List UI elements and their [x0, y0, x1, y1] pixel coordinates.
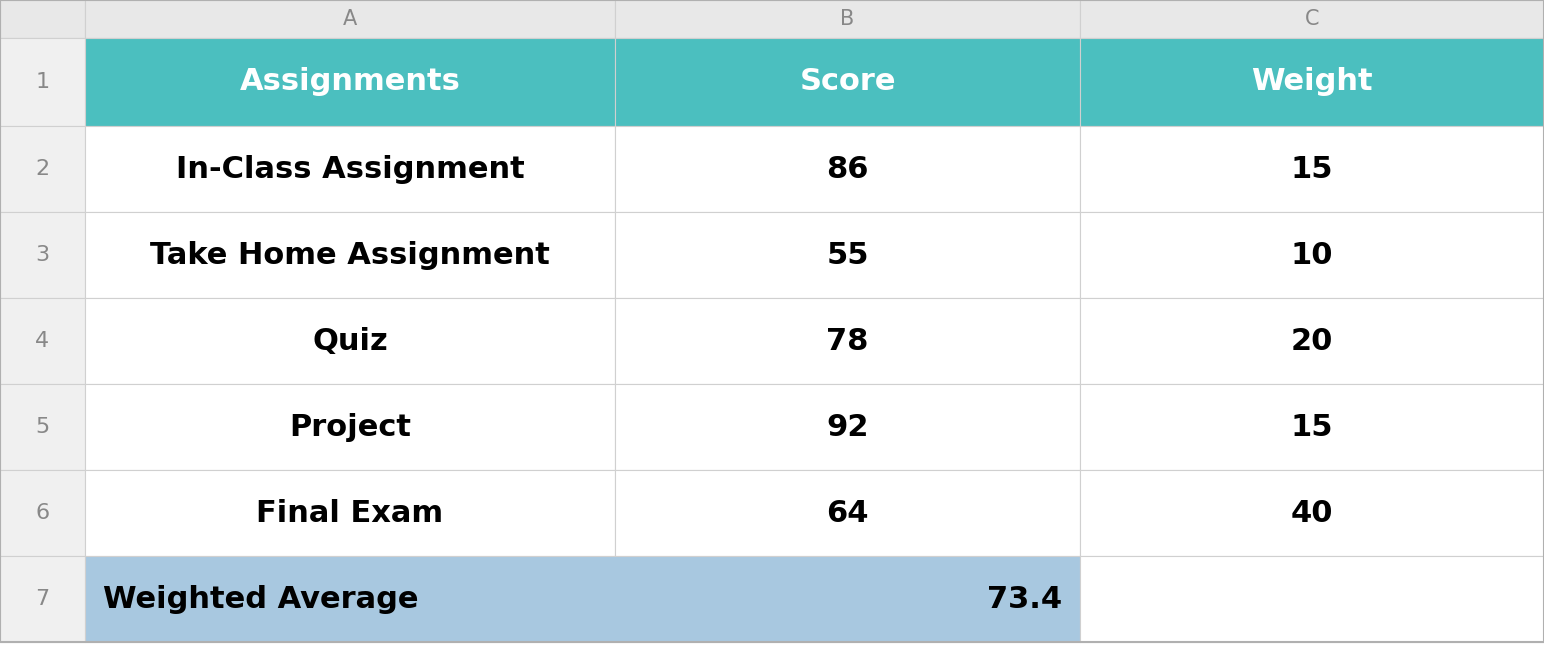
- Bar: [1079, 556, 1544, 642]
- Bar: [0, 0, 85, 38]
- Bar: [85, 556, 1079, 642]
- Bar: [85, 0, 615, 38]
- Text: B: B: [840, 9, 855, 29]
- Text: Final Exam: Final Exam: [256, 499, 443, 527]
- Text: 7: 7: [36, 589, 49, 609]
- Bar: [0, 556, 85, 642]
- Text: 20: 20: [1291, 327, 1332, 355]
- Bar: [1079, 298, 1544, 384]
- Text: A: A: [343, 9, 357, 29]
- Text: 3: 3: [36, 245, 49, 265]
- Bar: [1079, 0, 1544, 38]
- Text: 6: 6: [36, 503, 49, 523]
- Text: Project: Project: [289, 412, 411, 442]
- Bar: [615, 212, 1079, 298]
- Text: 40: 40: [1291, 499, 1334, 527]
- Text: 73.4: 73.4: [987, 584, 1062, 614]
- Bar: [0, 38, 85, 126]
- Text: 86: 86: [826, 155, 869, 183]
- Bar: [615, 298, 1079, 384]
- Bar: [0, 470, 85, 556]
- Bar: [0, 298, 85, 384]
- Bar: [1079, 470, 1544, 556]
- Text: 15: 15: [1291, 412, 1334, 442]
- Bar: [85, 470, 615, 556]
- Bar: [85, 38, 615, 126]
- Text: Weight: Weight: [1251, 68, 1373, 96]
- Bar: [615, 38, 1079, 126]
- Bar: [0, 384, 85, 470]
- Text: Take Home Assignment: Take Home Assignment: [150, 240, 550, 270]
- Text: 64: 64: [826, 499, 869, 527]
- Text: Quiz: Quiz: [312, 327, 388, 355]
- Bar: [85, 384, 615, 470]
- Bar: [1079, 126, 1544, 212]
- Bar: [615, 384, 1079, 470]
- Text: 2: 2: [36, 159, 49, 179]
- Bar: [615, 126, 1079, 212]
- Text: Score: Score: [800, 68, 896, 96]
- Text: In-Class Assignment: In-Class Assignment: [176, 155, 525, 183]
- Text: Weighted Average: Weighted Average: [103, 584, 418, 614]
- Text: C: C: [1305, 9, 1319, 29]
- Bar: [615, 0, 1079, 38]
- Text: 92: 92: [826, 412, 869, 442]
- Bar: [85, 298, 615, 384]
- Text: 4: 4: [36, 331, 49, 351]
- Text: 10: 10: [1291, 240, 1334, 270]
- Text: 1: 1: [36, 72, 49, 92]
- Bar: [1079, 38, 1544, 126]
- Bar: [1079, 384, 1544, 470]
- Text: 15: 15: [1291, 155, 1334, 183]
- Text: 78: 78: [826, 327, 869, 355]
- Bar: [0, 212, 85, 298]
- Text: 5: 5: [36, 417, 49, 437]
- Bar: [85, 126, 615, 212]
- Text: 55: 55: [826, 240, 869, 270]
- Bar: [615, 470, 1079, 556]
- Text: Assignments: Assignments: [239, 68, 460, 96]
- Bar: [1079, 212, 1544, 298]
- Bar: [0, 126, 85, 212]
- Bar: [85, 212, 615, 298]
